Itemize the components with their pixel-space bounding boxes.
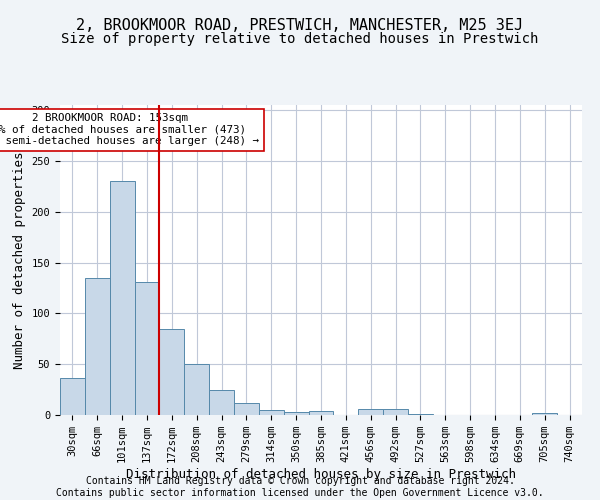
Bar bbox=[358, 409, 383, 415]
X-axis label: Distribution of detached houses by size in Prestwich: Distribution of detached houses by size … bbox=[126, 468, 516, 481]
Bar bbox=[60, 378, 85, 415]
Bar bbox=[209, 390, 234, 415]
Text: Contains HM Land Registry data © Crown copyright and database right 2024.: Contains HM Land Registry data © Crown c… bbox=[86, 476, 514, 486]
Bar bbox=[234, 403, 259, 415]
Bar bbox=[184, 364, 209, 415]
Bar bbox=[134, 282, 160, 415]
Bar bbox=[532, 413, 557, 415]
Bar bbox=[160, 328, 184, 415]
Bar bbox=[85, 278, 110, 415]
Bar bbox=[110, 181, 134, 415]
Bar bbox=[383, 409, 408, 415]
Text: 2 BROOKMOOR ROAD: 153sqm
← 65% of detached houses are smaller (473)
34% of semi-: 2 BROOKMOOR ROAD: 153sqm ← 65% of detach… bbox=[0, 113, 259, 146]
Bar bbox=[308, 411, 334, 415]
Text: 2, BROOKMOOR ROAD, PRESTWICH, MANCHESTER, M25 3EJ: 2, BROOKMOOR ROAD, PRESTWICH, MANCHESTER… bbox=[76, 18, 524, 32]
Y-axis label: Number of detached properties: Number of detached properties bbox=[13, 151, 26, 369]
Bar bbox=[284, 412, 308, 415]
Text: Contains public sector information licensed under the Open Government Licence v3: Contains public sector information licen… bbox=[56, 488, 544, 498]
Text: Size of property relative to detached houses in Prestwich: Size of property relative to detached ho… bbox=[61, 32, 539, 46]
Bar bbox=[408, 414, 433, 415]
Bar bbox=[259, 410, 284, 415]
